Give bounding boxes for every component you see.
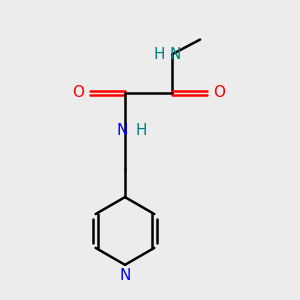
Text: H: H	[135, 123, 147, 138]
Text: N: N	[116, 123, 128, 138]
Text: O: O	[72, 85, 84, 100]
Text: N: N	[119, 268, 131, 283]
Text: N: N	[169, 47, 181, 62]
Text: H: H	[153, 47, 165, 62]
Text: O: O	[213, 85, 225, 100]
